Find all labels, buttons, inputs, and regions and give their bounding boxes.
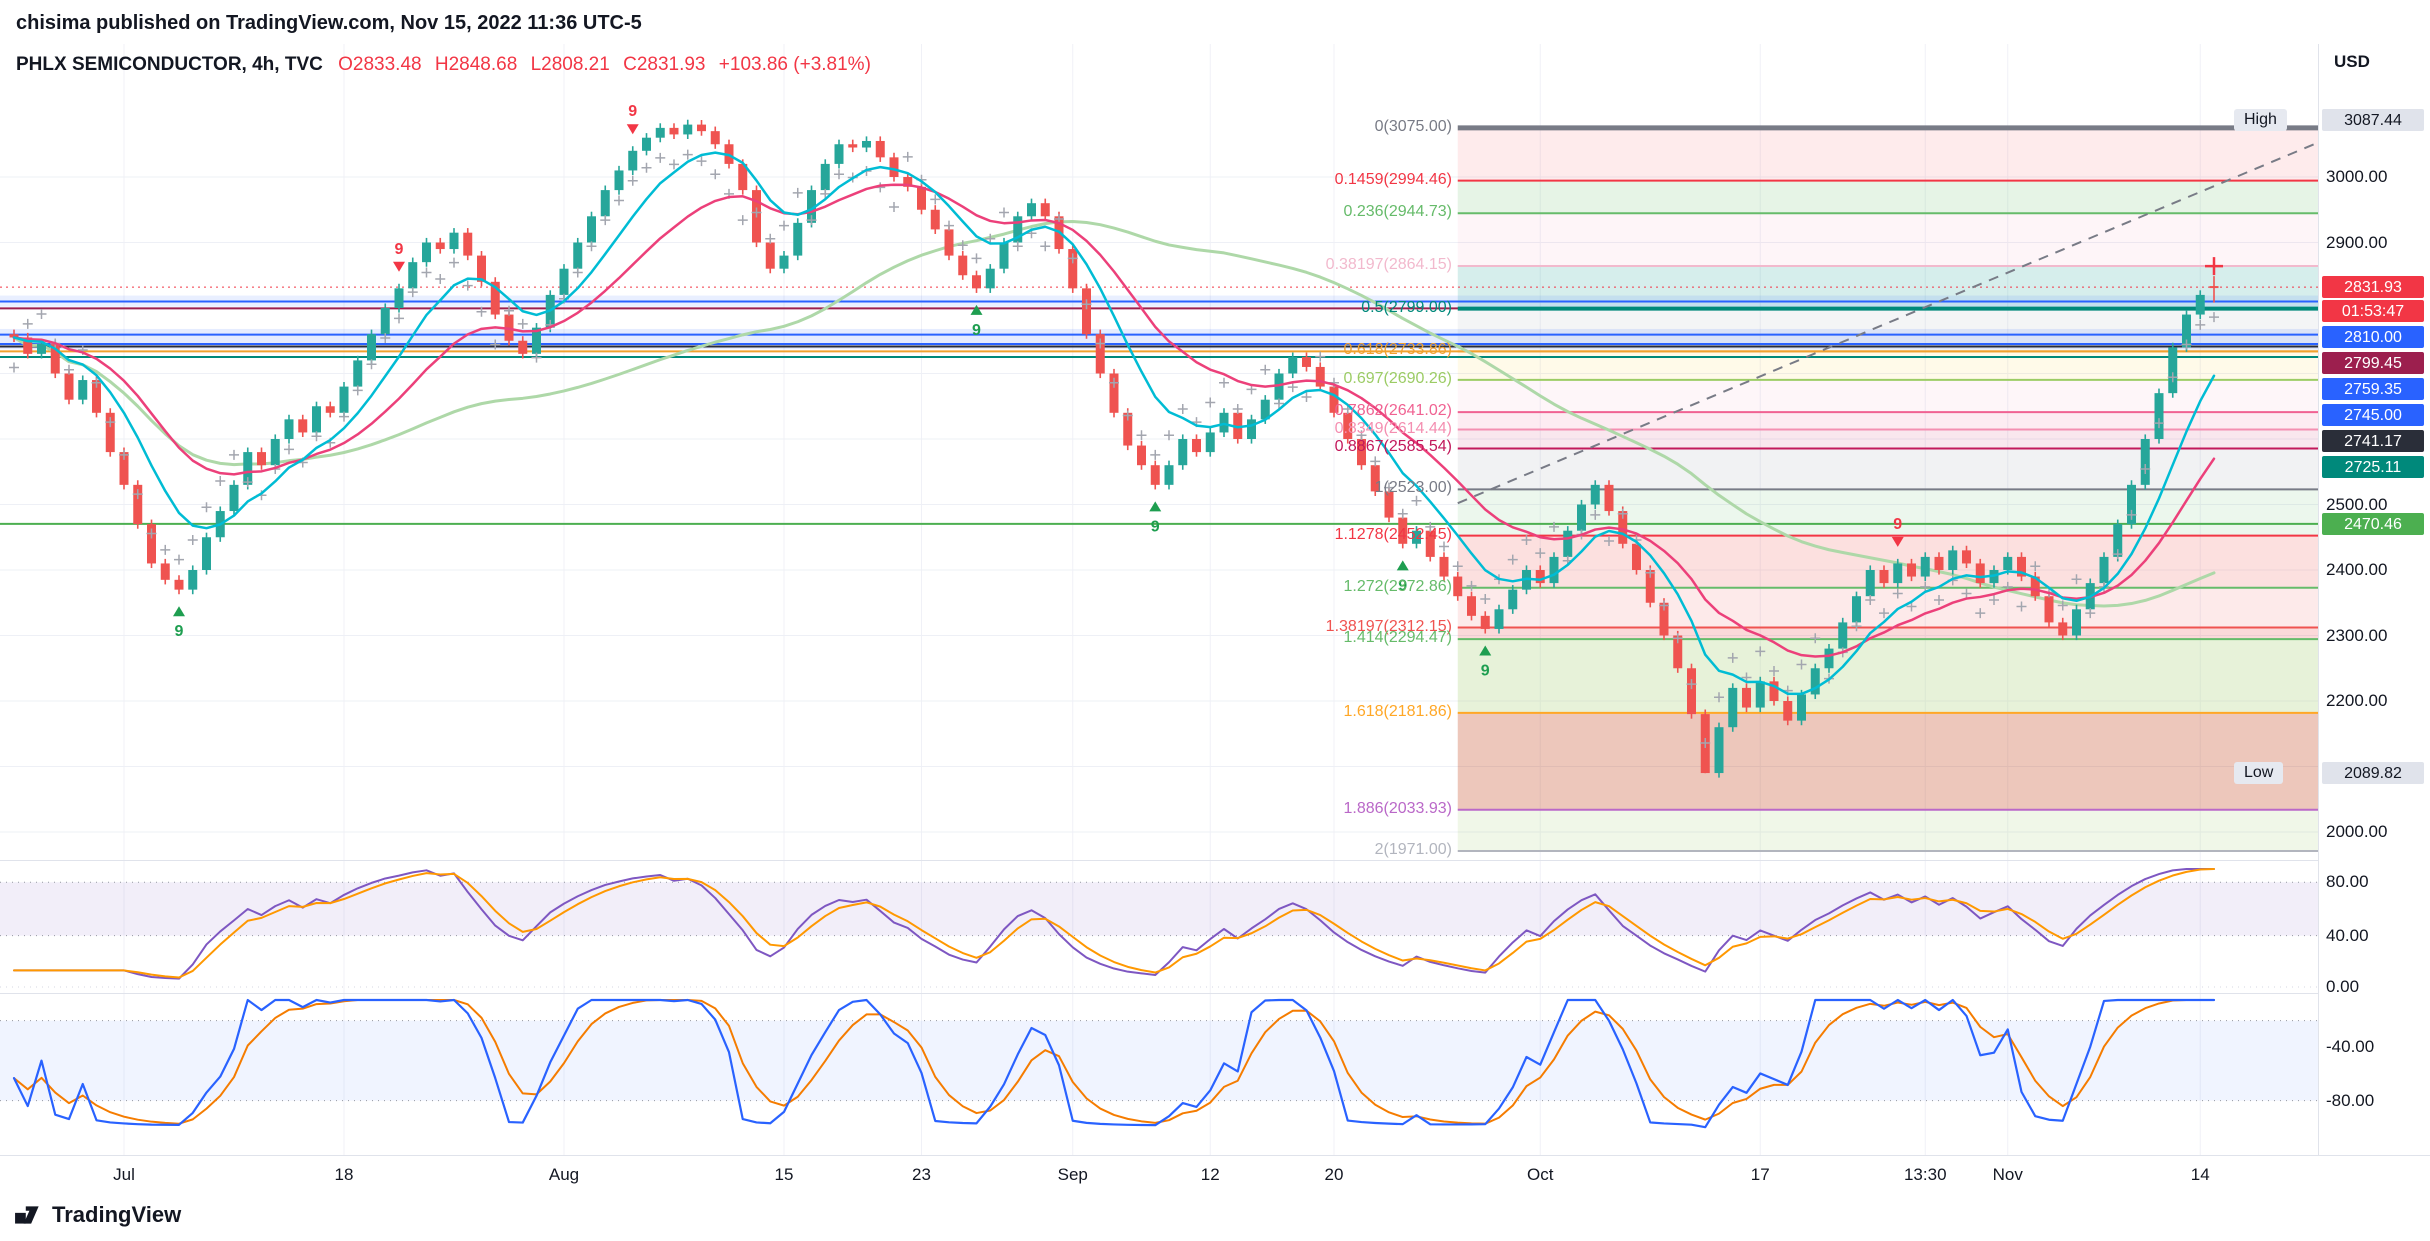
svg-text:9: 9	[1481, 663, 1490, 680]
svg-text:9: 9	[628, 103, 637, 120]
symbol-title[interactable]: PHLX SEMICONDUCTOR, 4h, TVC	[16, 54, 323, 75]
symbol-header[interactable]: PHLX SEMICONDUCTOR, 4h, TVC O2833.48 H28…	[16, 54, 879, 76]
attribution-text: chisima published on TradingView.com, No…	[16, 12, 642, 34]
svg-text:9: 9	[1151, 518, 1160, 535]
svg-text:9: 9	[175, 623, 184, 640]
svg-text:9: 9	[1893, 516, 1902, 533]
ohlc-open: O2833.48	[338, 54, 422, 75]
ohlc-high: H2848.68	[434, 54, 518, 75]
svg-text:9: 9	[395, 241, 404, 258]
ohlc-close: C2831.93	[623, 54, 706, 75]
ohlc-change: +103.86 (+3.81%)	[718, 54, 871, 75]
currency-label: USD	[2334, 52, 2370, 71]
ohlc-low: L2808.21	[530, 54, 610, 75]
footer[interactable]: TradingView	[14, 1200, 181, 1230]
brand-name[interactable]: TradingView	[52, 1202, 182, 1227]
tradingview-logo[interactable]	[14, 1200, 44, 1230]
svg-text:9: 9	[972, 322, 981, 339]
attribution-bar: chisima published on TradingView.com, No…	[0, 0, 2430, 44]
svg-text:9: 9	[1398, 577, 1407, 594]
